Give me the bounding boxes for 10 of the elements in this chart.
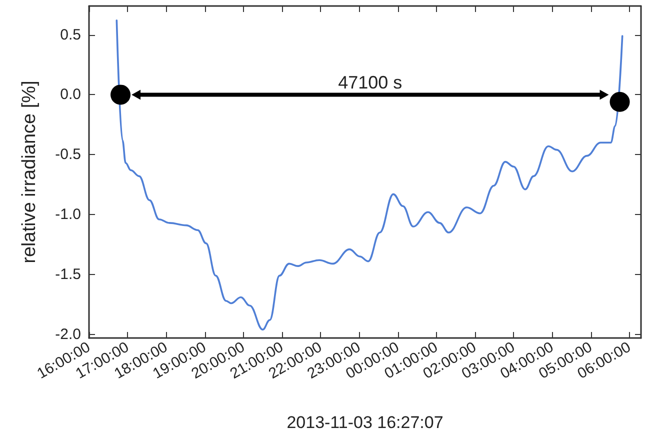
- annotation: 47100 s: [338, 72, 402, 93]
- y-tick-label: -1.5: [55, 266, 81, 283]
- y-tick-label: -2.0: [55, 326, 81, 343]
- y-tick-label: 0.5: [60, 26, 81, 44]
- y-tick-label: -0.5: [55, 146, 81, 164]
- y-tick-label: -1.0: [55, 206, 81, 224]
- y-axis-title: relative irradiance [%]: [19, 80, 40, 264]
- y-tick-label: 0.0: [60, 86, 81, 104]
- line-series: [116, 19, 624, 331]
- x-axis-title: 2013-11-03 16:27:07: [286, 413, 444, 432]
